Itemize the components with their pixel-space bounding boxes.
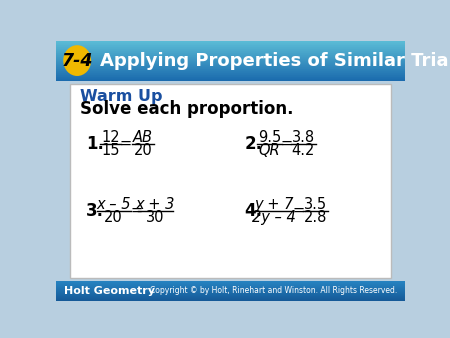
Bar [56,283,405,284]
Bar [56,44,405,45]
Bar [56,298,405,299]
Bar [56,78,405,79]
Bar [56,299,405,300]
Bar [56,51,405,52]
Text: 3.5: 3.5 [304,197,328,212]
Bar [56,281,405,282]
Bar [56,285,405,286]
Bar [56,66,405,67]
Bar [56,296,405,297]
Text: 9.5: 9.5 [258,130,281,145]
Text: Holt Geometry: Holt Geometry [64,286,155,296]
Bar [56,282,405,283]
Bar [56,72,405,73]
Text: 2.: 2. [245,135,263,153]
Text: =: = [293,203,305,218]
Text: Warm Up: Warm Up [80,89,162,103]
Bar [56,290,405,291]
Bar [56,289,405,290]
Text: 3.: 3. [86,202,104,220]
Bar [56,52,405,53]
Bar [56,284,405,285]
Bar [56,74,405,75]
Bar [56,69,405,70]
Text: 30: 30 [146,210,165,225]
Bar [56,41,405,42]
Text: =: = [131,203,143,218]
Text: 3.8: 3.8 [292,130,315,145]
Ellipse shape [63,45,91,76]
Bar [56,64,405,65]
Text: x – 5: x – 5 [96,197,131,212]
Text: 20: 20 [134,143,153,158]
Bar [56,295,405,296]
Bar [56,61,405,62]
Bar [56,287,405,288]
FancyBboxPatch shape [70,84,391,278]
Bar [56,57,405,58]
Bar [56,49,405,50]
Bar [56,71,405,72]
Bar [56,77,405,78]
Bar [56,42,405,43]
Bar [56,300,405,301]
Text: =: = [120,136,132,151]
Text: x + 3: x + 3 [136,197,175,212]
Bar [56,73,405,74]
Text: 2y – 4: 2y – 4 [252,210,296,225]
Text: y + 7: y + 7 [254,197,294,212]
Bar [56,43,405,44]
Bar [56,68,405,69]
Text: 2.8: 2.8 [304,210,328,225]
Bar [56,70,405,71]
Text: =: = [280,136,293,151]
Text: Applying Properties of Similar Triangles: Applying Properties of Similar Triangles [99,52,450,70]
Text: QR: QR [259,143,280,158]
Bar [56,60,405,61]
Bar [56,76,405,77]
Bar [56,55,405,56]
Text: 20: 20 [104,210,123,225]
Bar [56,67,405,68]
Text: 1.: 1. [86,135,104,153]
Bar [56,50,405,51]
Text: 4.: 4. [245,202,263,220]
Bar [56,288,405,289]
Bar [56,53,405,54]
Text: 15: 15 [101,143,120,158]
Bar [56,286,405,287]
Bar [56,58,405,59]
Bar [56,293,405,294]
Bar [56,65,405,66]
Bar [56,46,405,47]
Bar [56,59,405,60]
Bar [56,294,405,295]
Bar [56,297,405,298]
Bar [56,56,405,57]
Text: Solve each proportion.: Solve each proportion. [80,100,293,118]
Text: AB: AB [133,130,153,145]
Bar [56,62,405,63]
Bar [56,45,405,46]
Text: 7-4: 7-4 [61,52,93,70]
Text: 4.2: 4.2 [292,143,315,158]
Bar [56,292,405,293]
Bar [56,47,405,48]
Bar [56,48,405,49]
Bar [56,79,405,80]
Bar [56,54,405,55]
Text: Copyright © by Holt, Rinehart and Winston. All Rights Reserved.: Copyright © by Holt, Rinehart and Winsto… [150,286,397,295]
Bar [56,291,405,292]
Bar [56,63,405,64]
Bar [56,75,405,76]
Text: 12: 12 [101,130,120,145]
